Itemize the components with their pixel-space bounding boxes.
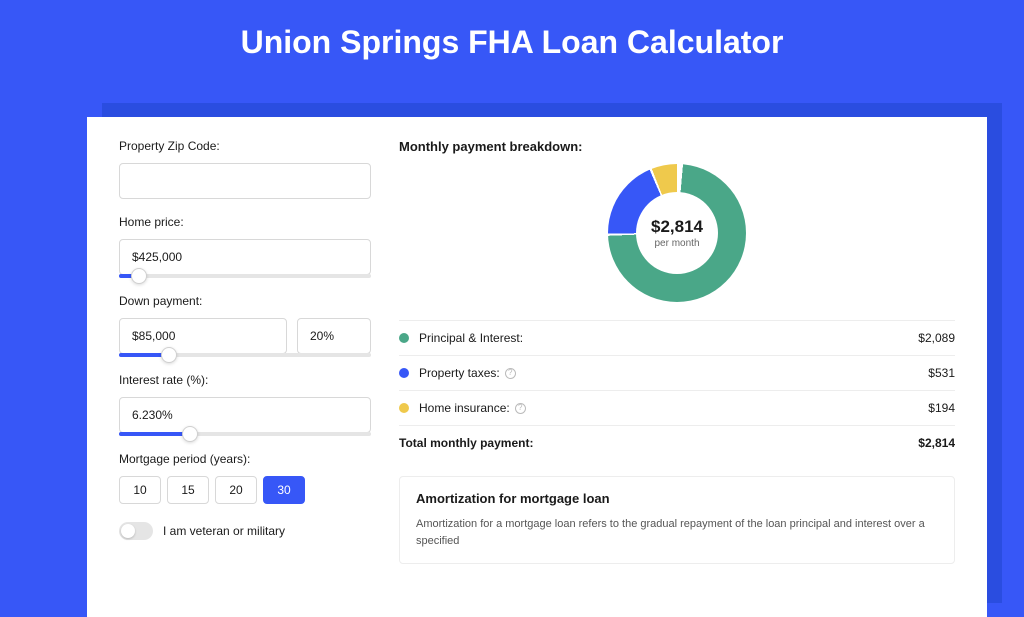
veteran-label: I am veteran or military <box>163 524 285 538</box>
info-icon[interactable]: ? <box>505 368 516 379</box>
calculator-card: Property Zip Code: Home price: Down paym… <box>87 117 987 617</box>
down-payment-pct-input[interactable] <box>297 318 371 354</box>
breakdown-label: Property taxes:? <box>419 366 928 380</box>
down-payment-field: Down payment: <box>119 294 371 357</box>
zip-label: Property Zip Code: <box>119 139 371 153</box>
home-price-slider-thumb[interactable] <box>131 268 147 284</box>
breakdown-label: Principal & Interest: <box>419 331 918 345</box>
amortization-title: Amortization for mortgage loan <box>416 491 938 506</box>
veteran-toggle[interactable] <box>119 522 153 540</box>
donut-container: $2,814 per month <box>399 164 955 302</box>
donut-chart: $2,814 per month <box>608 164 746 302</box>
down-payment-label: Down payment: <box>119 294 371 308</box>
breakdown-title: Monthly payment breakdown: <box>399 139 955 154</box>
down-payment-slider[interactable] <box>119 353 371 357</box>
zip-input[interactable] <box>119 163 371 199</box>
home-price-input[interactable] <box>119 239 371 275</box>
veteran-toggle-thumb <box>121 524 135 538</box>
breakdown-label: Home insurance:? <box>419 401 928 415</box>
donut-center: $2,814 per month <box>636 192 718 274</box>
veteran-row: I am veteran or military <box>119 522 371 540</box>
period-options: 10152030 <box>119 476 371 504</box>
interest-field: Interest rate (%): <box>119 373 371 436</box>
form-column: Property Zip Code: Home price: Down paym… <box>119 139 371 595</box>
legend-dot <box>399 403 409 413</box>
page-title: Union Springs FHA Loan Calculator <box>0 0 1024 81</box>
breakdown-value: $194 <box>928 401 955 415</box>
zip-field: Property Zip Code: <box>119 139 371 199</box>
legend-dot <box>399 333 409 343</box>
breakdown-items: Principal & Interest:$2,089Property taxe… <box>399 320 955 425</box>
breakdown-column: Monthly payment breakdown: $2,814 per mo… <box>399 139 955 595</box>
breakdown-row: Home insurance:?$194 <box>399 390 955 425</box>
period-option-30[interactable]: 30 <box>263 476 305 504</box>
amortization-text: Amortization for a mortgage loan refers … <box>416 516 938 549</box>
home-price-slider[interactable] <box>119 274 371 278</box>
total-value: $2,814 <box>918 436 955 450</box>
breakdown-row: Principal & Interest:$2,089 <box>399 320 955 355</box>
legend-dot <box>399 368 409 378</box>
period-option-10[interactable]: 10 <box>119 476 161 504</box>
period-option-20[interactable]: 20 <box>215 476 257 504</box>
period-field: Mortgage period (years): 10152030 <box>119 452 371 504</box>
interest-label: Interest rate (%): <box>119 373 371 387</box>
home-price-label: Home price: <box>119 215 371 229</box>
down-payment-amount-input[interactable] <box>119 318 287 354</box>
info-icon[interactable]: ? <box>515 403 526 414</box>
interest-input[interactable] <box>119 397 371 433</box>
donut-amount: $2,814 <box>651 217 703 237</box>
donut-sub: per month <box>654 238 699 249</box>
interest-slider-thumb[interactable] <box>182 426 198 442</box>
total-row: Total monthly payment: $2,814 <box>399 425 955 460</box>
breakdown-value: $2,089 <box>918 331 955 345</box>
interest-slider[interactable] <box>119 432 371 436</box>
period-option-15[interactable]: 15 <box>167 476 209 504</box>
total-label: Total monthly payment: <box>399 436 918 450</box>
interest-slider-fill <box>119 432 190 436</box>
period-label: Mortgage period (years): <box>119 452 371 466</box>
breakdown-row: Property taxes:?$531 <box>399 355 955 390</box>
amortization-box: Amortization for mortgage loan Amortizat… <box>399 476 955 564</box>
home-price-field: Home price: <box>119 215 371 278</box>
down-payment-slider-thumb[interactable] <box>161 347 177 363</box>
breakdown-value: $531 <box>928 366 955 380</box>
